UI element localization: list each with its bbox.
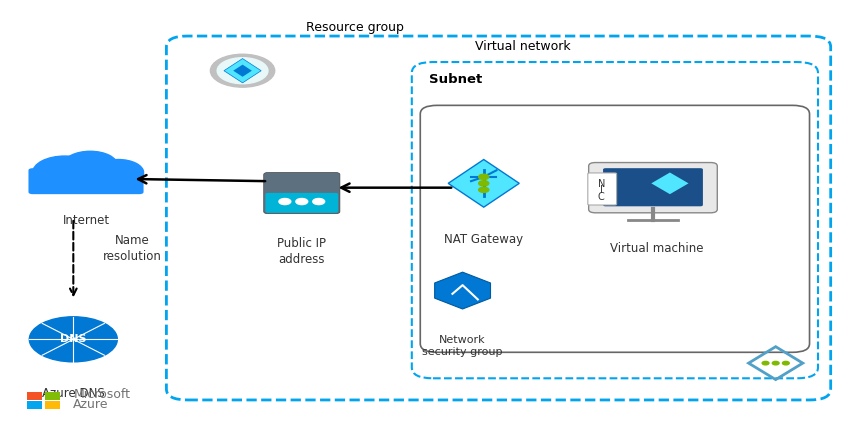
Polygon shape: [435, 272, 491, 309]
FancyBboxPatch shape: [266, 193, 338, 213]
FancyBboxPatch shape: [264, 173, 340, 214]
Text: Azure: Azure: [73, 398, 109, 411]
FancyBboxPatch shape: [27, 392, 42, 399]
Polygon shape: [448, 160, 520, 207]
Circle shape: [93, 160, 143, 185]
Text: Microsoft: Microsoft: [73, 388, 130, 401]
Circle shape: [63, 151, 117, 179]
FancyBboxPatch shape: [27, 401, 42, 409]
Text: I: I: [600, 185, 603, 195]
Circle shape: [211, 54, 275, 87]
Circle shape: [279, 198, 291, 204]
FancyBboxPatch shape: [44, 392, 59, 399]
FancyBboxPatch shape: [29, 168, 143, 194]
Circle shape: [82, 166, 132, 192]
Text: Resource group: Resource group: [306, 21, 404, 34]
Circle shape: [295, 198, 307, 204]
Circle shape: [217, 58, 268, 84]
Circle shape: [479, 187, 489, 192]
Text: DNS: DNS: [60, 334, 87, 344]
Circle shape: [52, 166, 103, 192]
Text: NAT Gateway: NAT Gateway: [444, 233, 523, 246]
Text: Public IP
address: Public IP address: [278, 238, 326, 266]
FancyBboxPatch shape: [44, 401, 59, 409]
FancyBboxPatch shape: [603, 168, 703, 206]
Text: Name
resolution: Name resolution: [103, 234, 162, 263]
Circle shape: [312, 198, 324, 204]
Circle shape: [783, 361, 790, 365]
Text: Subnet: Subnet: [429, 73, 482, 86]
Circle shape: [33, 156, 97, 189]
Polygon shape: [224, 58, 261, 83]
Text: Virtual network: Virtual network: [475, 41, 571, 53]
Text: Internet: Internet: [63, 214, 110, 227]
Text: Network
security group: Network security group: [422, 335, 503, 358]
Polygon shape: [651, 173, 689, 194]
Circle shape: [773, 361, 779, 365]
FancyBboxPatch shape: [588, 173, 616, 205]
FancyBboxPatch shape: [588, 163, 717, 213]
Text: C: C: [598, 192, 604, 202]
Text: N: N: [598, 179, 605, 189]
Circle shape: [762, 361, 769, 365]
Circle shape: [479, 174, 489, 180]
Circle shape: [30, 317, 117, 362]
Text: Azure DNS: Azure DNS: [42, 387, 104, 400]
Circle shape: [479, 181, 489, 186]
Polygon shape: [233, 65, 252, 77]
Text: Virtual machine: Virtual machine: [610, 242, 704, 255]
